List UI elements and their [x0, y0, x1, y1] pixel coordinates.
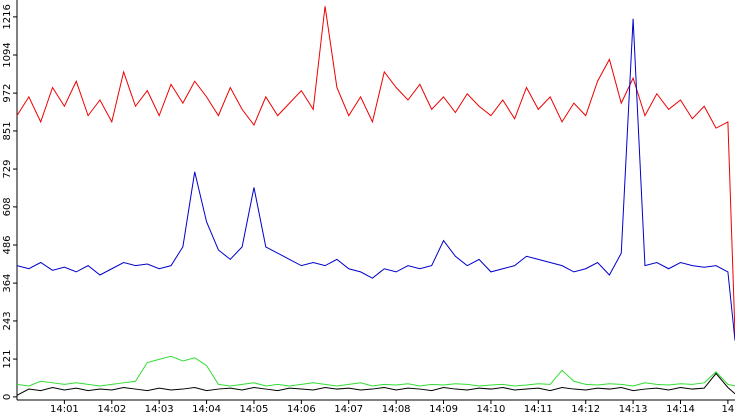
x-tick-label: 14:10	[477, 404, 506, 415]
series-line	[16, 355, 735, 387]
x-tick-label: 14:13	[619, 404, 648, 415]
x-tick-label: 14	[722, 404, 735, 415]
x-tick-label: 14:07	[334, 404, 363, 415]
x-tick-label: 14:11	[524, 404, 553, 415]
x-tick-label: 14:12	[571, 404, 600, 415]
y-tick-label: 0	[2, 394, 13, 400]
series-line	[16, 18, 735, 341]
y-tick-label: 972	[2, 84, 13, 103]
y-tick-label: 1216	[2, 4, 13, 29]
x-tick-label: 14:05	[240, 404, 269, 415]
y-tick-label: 608	[2, 197, 13, 216]
y-tick-label: 729	[2, 160, 13, 179]
x-tick-label: 14:09	[429, 404, 458, 415]
y-tick-label: 851	[2, 121, 13, 140]
series-line	[16, 6, 735, 335]
x-tick-label: 14:01	[50, 404, 79, 415]
y-tick-label: 243	[2, 311, 13, 330]
x-tick-label: 14:14	[666, 404, 695, 415]
series-line	[16, 372, 735, 396]
y-tick-label: 364	[2, 274, 13, 293]
x-tick-label: 14:04	[192, 404, 221, 415]
x-tick-label: 14:08	[382, 404, 411, 415]
y-tick-label: 121	[2, 350, 13, 369]
x-tick-label: 14:02	[97, 404, 126, 415]
x-tick-label: 14:03	[145, 404, 174, 415]
y-tick-label: 486	[2, 235, 13, 254]
x-tick-label: 14:06	[287, 404, 316, 415]
y-tick-label: 1094	[2, 42, 13, 67]
